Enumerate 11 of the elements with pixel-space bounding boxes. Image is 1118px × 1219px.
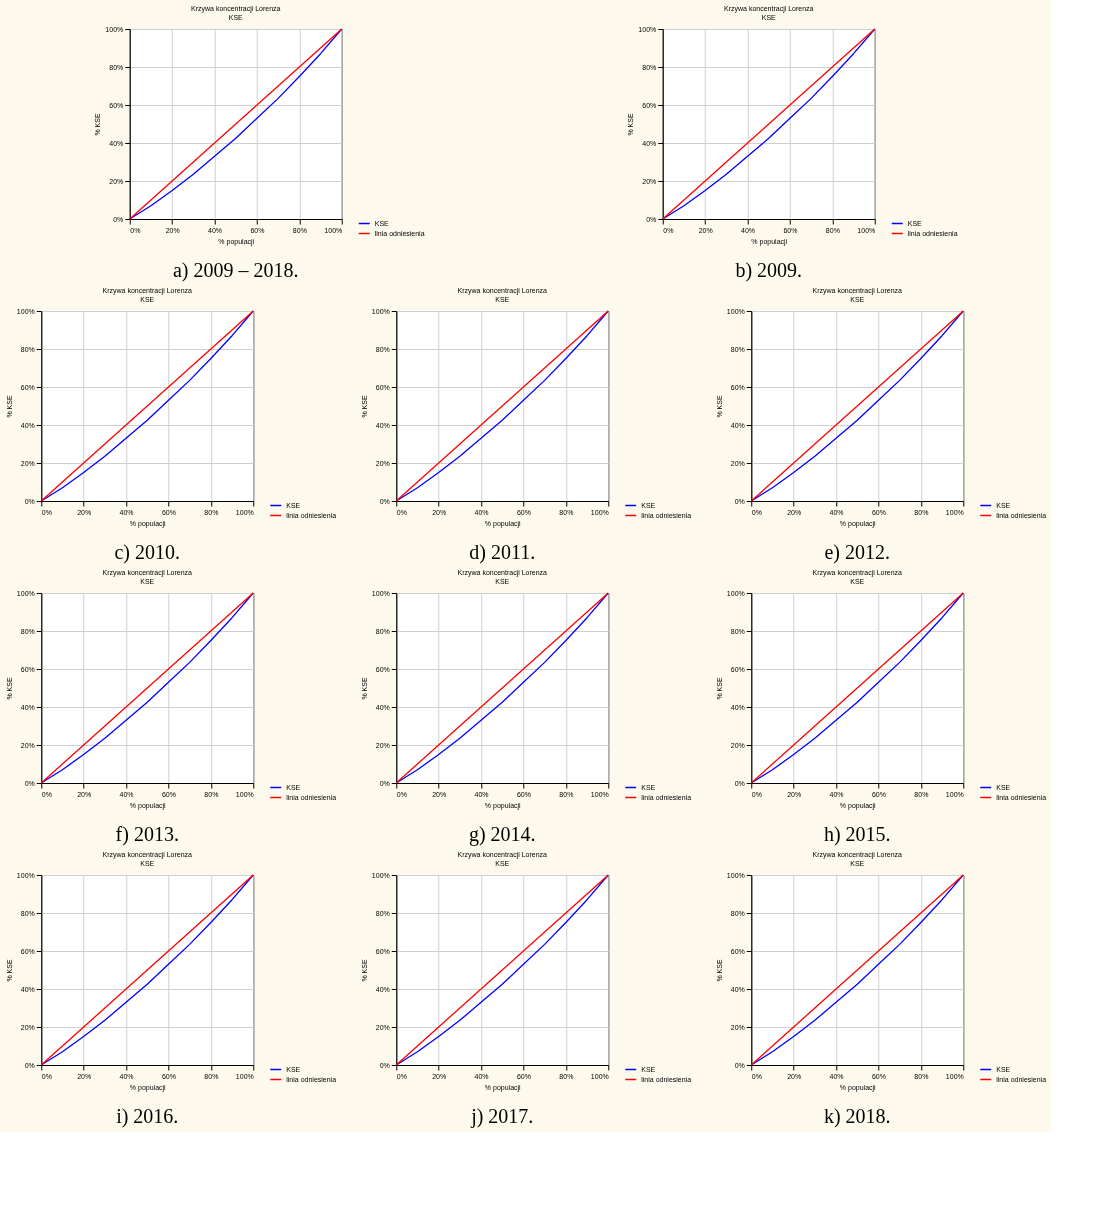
text: f) 2013. — [115, 823, 179, 846]
text: g) 2014. — [468, 823, 536, 846]
text: i) 2016. — [116, 1105, 179, 1128]
text: b) 2009. — [735, 259, 803, 282]
text: c) 2010. — [114, 541, 181, 564]
text: j) 2017. — [470, 1105, 534, 1128]
text: k) 2018. — [823, 1105, 891, 1128]
text: d) 2011. — [469, 541, 536, 564]
text: a) 2009 – 2018. — [172, 259, 299, 282]
text: e) 2012. — [824, 541, 891, 564]
text: h) 2015. — [823, 823, 891, 846]
